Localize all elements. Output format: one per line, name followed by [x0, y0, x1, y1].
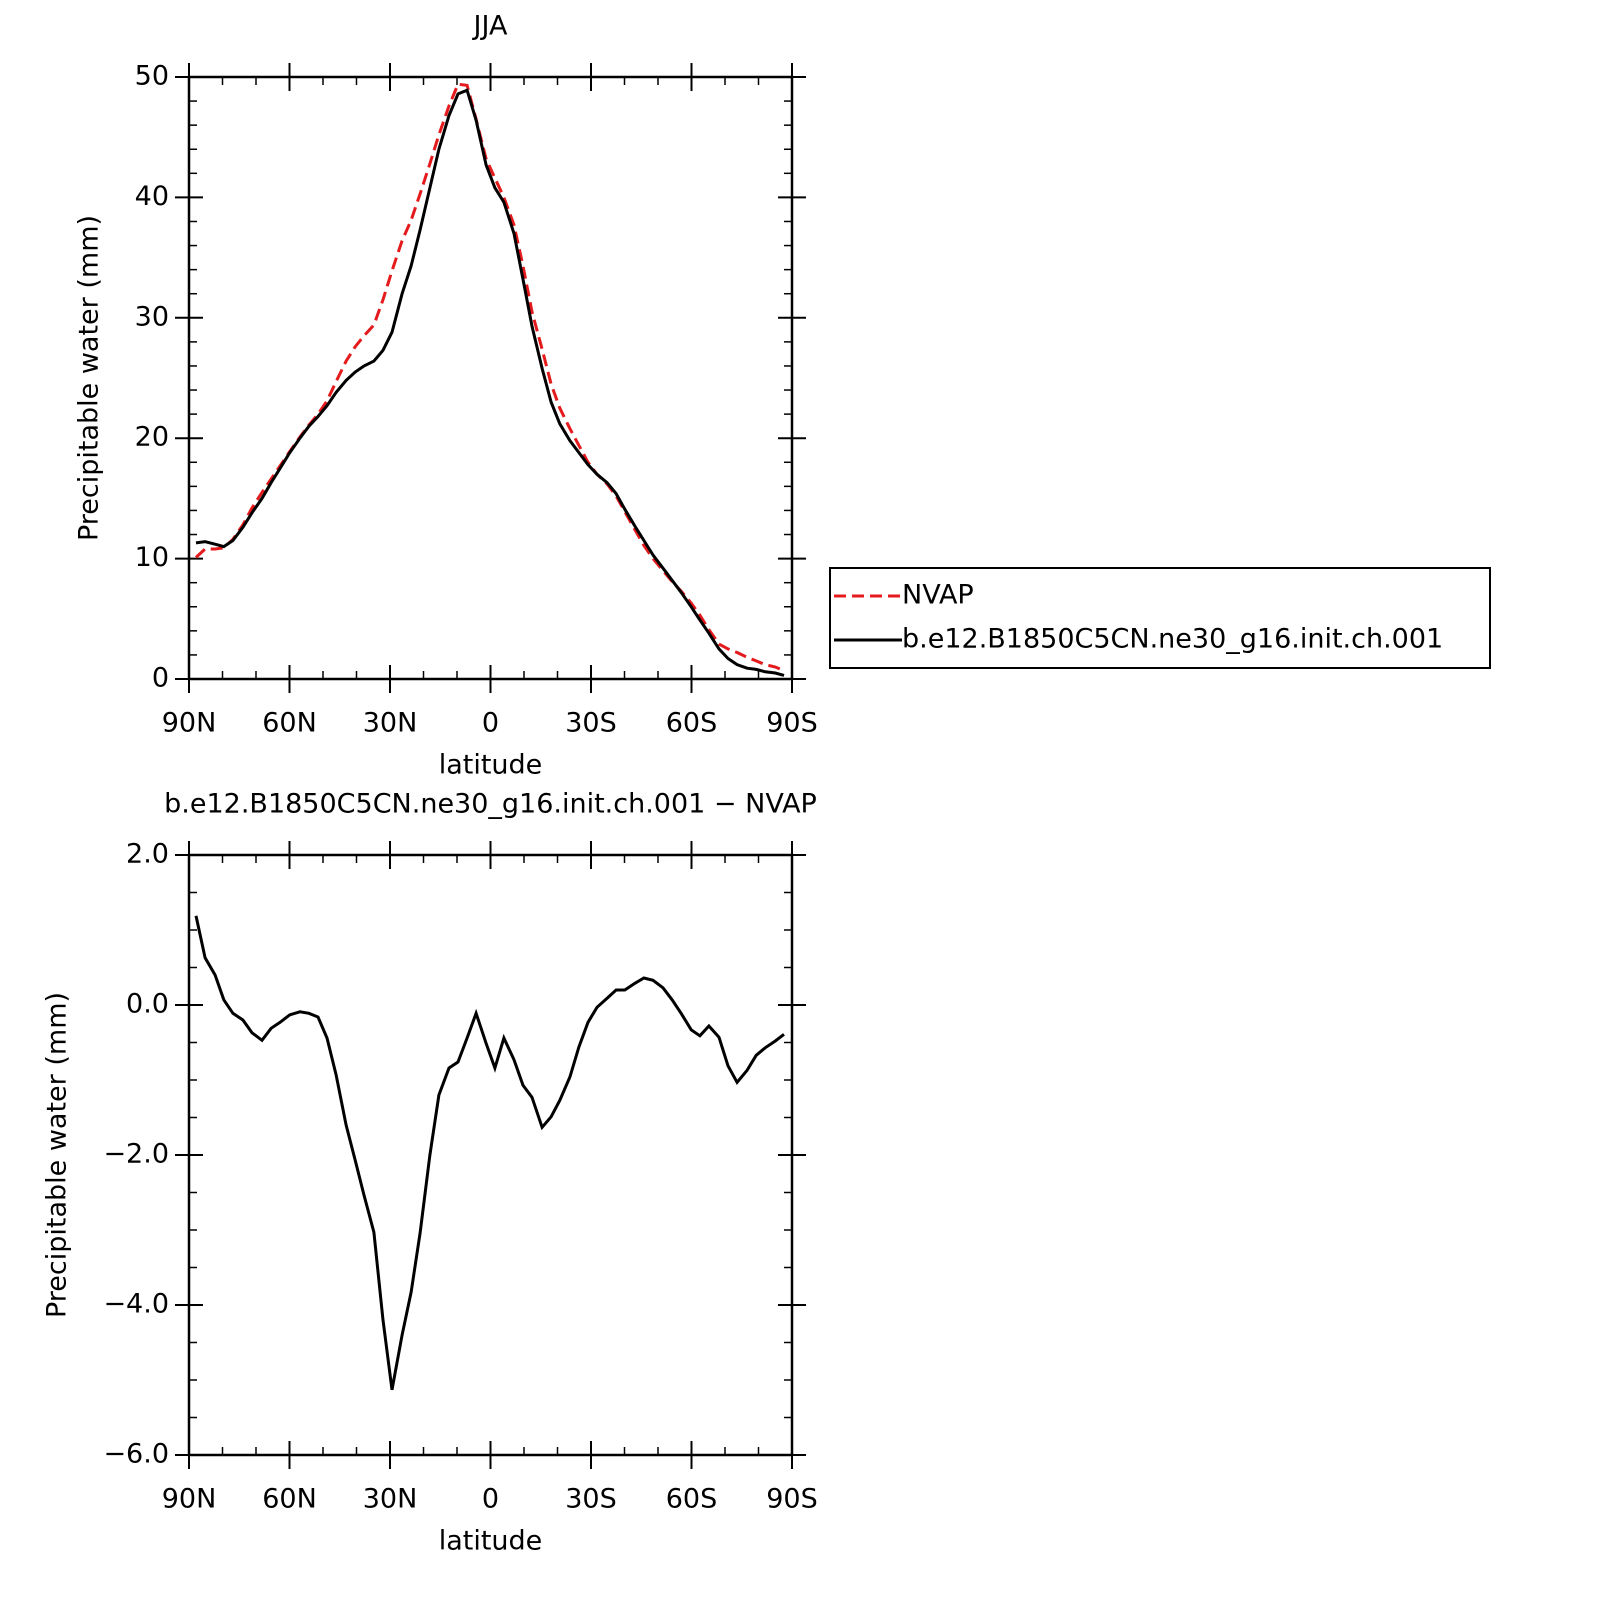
- y-axis-label: Precipitable water (mm): [42, 992, 73, 1318]
- y-tick-label: −4.0: [103, 1289, 169, 1320]
- legend-box: [829, 567, 1491, 669]
- chart-title: b.e12.B1850C5CN.ne30_g16.init.ch.001 − N…: [164, 789, 817, 820]
- data-line: [194, 82, 785, 672]
- y-tick-label: 30: [135, 301, 169, 332]
- x-tick-label: 0: [482, 708, 499, 739]
- y-axis-label: Precipitable water (mm): [74, 215, 105, 541]
- x-tick-label: 60N: [262, 1484, 317, 1515]
- y-tick-label: 10: [135, 542, 169, 573]
- x-tick-label: 30N: [363, 708, 418, 739]
- x-tick-label: 90S: [766, 708, 818, 739]
- y-tick-label: 0.0: [126, 989, 169, 1020]
- y-tick-label: 0: [152, 663, 169, 694]
- x-tick-label: 0: [482, 1484, 499, 1515]
- chart-title: JJA: [472, 11, 508, 42]
- x-axis-label: latitude: [439, 1526, 543, 1557]
- x-axis-label: latitude: [439, 750, 543, 781]
- y-tick-label: −6.0: [103, 1439, 169, 1470]
- legend-label: b.e12.B1850C5CN.ne30_g16.init.ch.001: [902, 624, 1443, 655]
- x-tick-label: 60S: [666, 1484, 718, 1515]
- x-tick-label: 60S: [666, 708, 718, 739]
- x-tick-label: 90N: [162, 1484, 217, 1515]
- y-tick-label: 2.0: [126, 839, 169, 870]
- y-tick-label: 50: [135, 61, 169, 92]
- x-tick-label: 60N: [262, 708, 317, 739]
- legend-label: NVAP: [902, 580, 974, 611]
- x-tick-label: 30S: [565, 708, 617, 739]
- data-line: [195, 88, 785, 677]
- y-tick-label: −2.0: [103, 1139, 169, 1170]
- data-line: [194, 915, 785, 1391]
- x-tick-label: 90N: [162, 708, 217, 739]
- y-tick-label: 20: [135, 422, 169, 453]
- plot-frame: [187, 853, 794, 1457]
- x-tick-label: 30N: [363, 1484, 418, 1515]
- x-tick-label: 30S: [565, 1484, 617, 1515]
- y-tick-label: 40: [135, 181, 169, 212]
- x-tick-label: 90S: [766, 1484, 818, 1515]
